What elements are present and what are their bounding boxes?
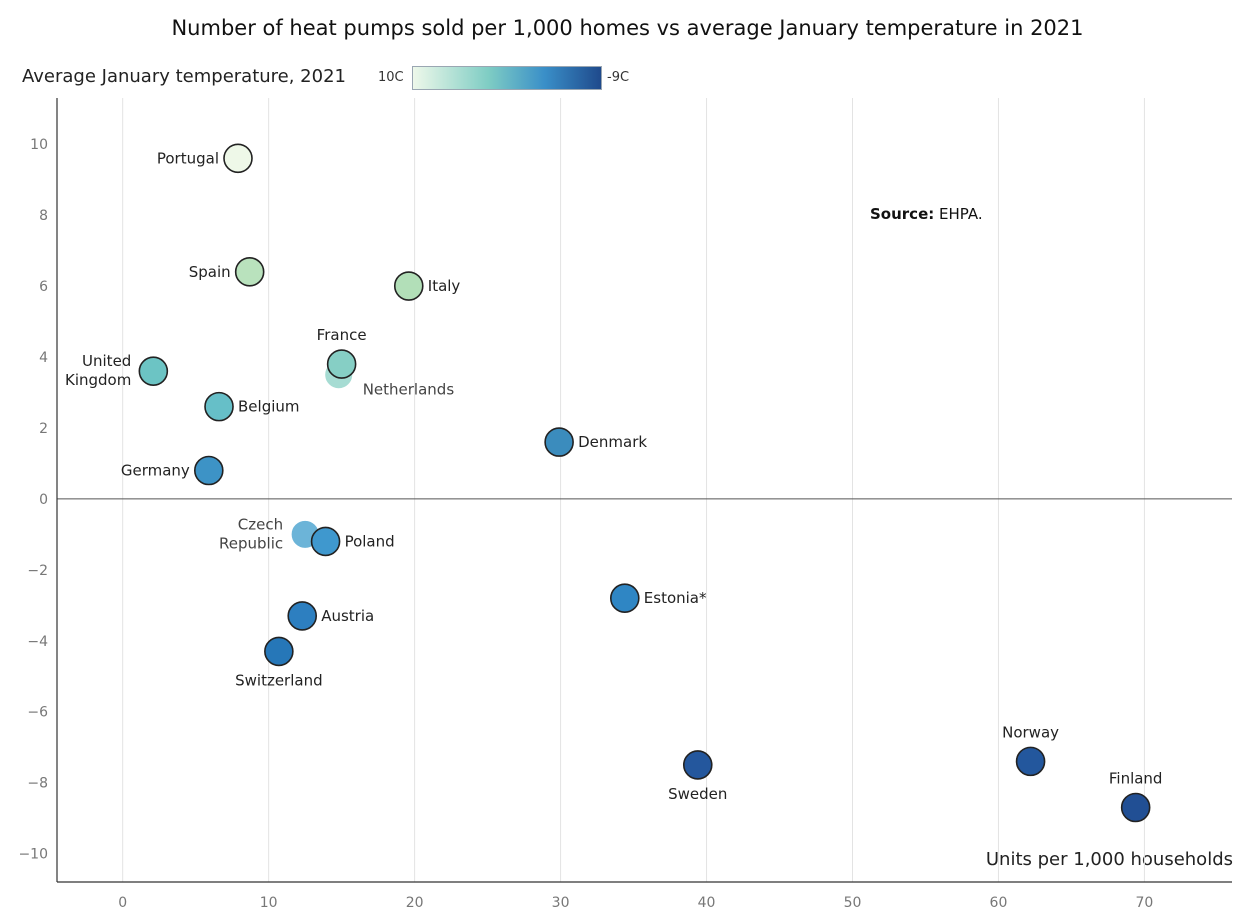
color-scale-max-label: -9C	[607, 70, 630, 85]
y-tick-label: 10	[30, 137, 48, 153]
y-tick-label: −6	[27, 705, 48, 721]
data-point	[1015, 746, 1046, 777]
y-tick-label: −10	[18, 847, 48, 863]
point-label: Estonia*	[644, 589, 707, 607]
data-point	[204, 391, 234, 422]
x-axis-label: Units per 1,000 households	[985, 849, 1233, 870]
data-point	[194, 455, 224, 486]
source-note: Source: EHPA.	[870, 205, 983, 223]
data-point	[544, 427, 574, 457]
data-point	[310, 526, 341, 557]
y-tick-label: 0	[39, 492, 48, 508]
point-label: Norway	[1002, 723, 1059, 741]
color-scale-min-label: 10C	[378, 70, 404, 85]
y-tick-label: −4	[27, 634, 48, 650]
x-tick-label: 10	[260, 895, 278, 911]
point-label: Finland	[1109, 770, 1163, 788]
x-tick-label: 50	[844, 895, 862, 911]
y-tick-label: −2	[27, 563, 48, 579]
chart-title: Number of heat pumps sold per 1,000 home…	[171, 16, 1084, 40]
color-scale-bar	[412, 66, 602, 90]
y-tick-label: −8	[27, 776, 48, 792]
y-axis-label: Average January temperature, 2021	[22, 66, 346, 87]
x-tick-label: 20	[406, 895, 424, 911]
point-label: United	[82, 352, 131, 370]
data-point	[287, 601, 318, 631]
point-label: Republic	[219, 534, 283, 552]
data-point	[223, 143, 253, 174]
y-tick-label: 4	[39, 350, 48, 366]
point-label: Denmark	[578, 433, 647, 451]
point-label: Spain	[189, 263, 231, 281]
point-label: Austria	[321, 607, 374, 625]
point-label: Kingdom	[65, 371, 131, 389]
x-tick-label: 30	[552, 895, 570, 911]
data-point	[393, 271, 424, 301]
point-label: France	[317, 326, 367, 344]
point-label: Portugal	[157, 149, 219, 167]
point-label: Poland	[345, 532, 395, 550]
point-label: Netherlands	[363, 381, 455, 399]
x-tick-label: 0	[118, 895, 127, 911]
data-point	[682, 750, 713, 780]
point-label: Belgium	[238, 398, 299, 416]
data-point	[138, 356, 169, 386]
x-tick-label: 70	[1136, 895, 1154, 911]
x-tick-label: 60	[990, 895, 1008, 911]
source-text: EHPA.	[939, 205, 983, 223]
data-point	[264, 636, 294, 667]
point-label: Germany	[121, 461, 190, 479]
point-label: Sweden	[668, 785, 727, 803]
data-point	[326, 349, 357, 379]
y-tick-label: 8	[39, 208, 48, 224]
data-point	[1120, 792, 1151, 823]
y-tick-label: 6	[39, 279, 48, 295]
point-label: Switzerland	[235, 671, 323, 689]
y-tick-label: 2	[39, 421, 48, 437]
point-label: Czech	[238, 515, 283, 533]
source-label: Source:	[870, 205, 935, 223]
data-point	[234, 257, 265, 287]
data-point	[609, 583, 640, 613]
point-label: Italy	[428, 277, 461, 295]
x-tick-label: 40	[698, 895, 716, 911]
